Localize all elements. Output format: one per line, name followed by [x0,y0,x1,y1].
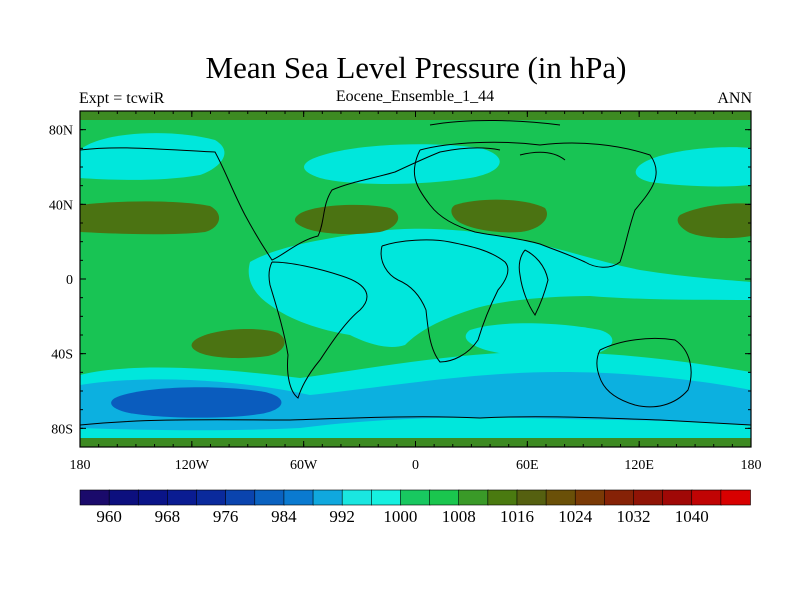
colorbar-box [574,489,606,506]
y-tick-label: 40N [49,198,73,213]
colorbar-box [254,489,285,506]
olive-west-pacific-high [677,203,751,239]
colorbar-box [371,489,402,506]
y-tick-label: 0 [66,273,73,288]
ensemble-label: Eocene_Ensemble_1_44 [335,88,495,105]
colorbar-box [545,489,577,506]
colorbar-box [108,489,140,506]
experiment-label: Expt = tcwiR [79,90,165,107]
colorbar-label: 1008 [442,507,476,526]
colorbar-label: 1040 [675,507,709,526]
x-tick-label: 60E [516,458,539,473]
colorbar-box [662,489,693,506]
olive-asia-high [451,199,548,233]
colorbar-label: 984 [271,507,297,526]
olive-south-pacific-high [191,328,285,359]
colorbar-box [137,489,169,506]
south-america-coast [268,261,368,399]
colorbar-label: 968 [155,507,181,526]
colorbar-box [312,489,343,506]
y-tick-label: 80N [49,124,73,139]
x-tick-label: 0 [412,458,419,473]
light-blue-band [80,372,751,431]
x-tick-label: 120W [175,458,210,473]
y-tick-label: 40S [51,348,73,363]
colorbar-box [516,489,547,506]
australia-coast [596,337,692,408]
coastlines [80,120,751,426]
colorbar-box [429,489,460,506]
x-tick-label: 180 [70,458,91,473]
cyan-north-atlantic-low [304,144,500,184]
colorbar-box [341,489,373,506]
colorbar-box [458,489,489,506]
x-tick-label: 120E [624,458,654,473]
antarctica-coast [80,416,751,426]
cyan-east-siberia-low [635,147,751,187]
x-tick-label: 60W [290,458,318,473]
y-axis: 80N 40N 0 40S 80S [49,124,751,437]
colorbar-label: 976 [213,507,239,526]
north-america-coast [80,147,501,261]
colorbar-box [633,489,664,506]
colorbar-box [196,489,227,506]
colorbar: 960 968 976 984 992 1000 1008 1016 1024 1032 1040 [79,489,751,526]
y-tick-label: 80S [51,422,73,437]
cyan-north-pacific-low [80,133,225,180]
x-tick-label: 180 [741,458,762,473]
colorbar-box [400,489,431,506]
colorbar-label: 960 [96,507,122,526]
colorbar-label: 1016 [500,507,534,526]
colorbar-box [604,489,635,506]
colorbar-box [79,489,110,506]
colorbar-label: 1032 [616,507,650,526]
olive-north-pacific-high [80,201,220,235]
arctic-islands [429,120,566,161]
colorbar-box [283,489,314,506]
africa-coast [380,239,509,363]
colorbar-label: 1000 [383,507,417,526]
map-title: Mean Sea Level Pressure (in hPa) [205,50,627,85]
eurasia-coast [413,141,657,268]
x-axis: 180 120W 60W 0 60E 120E 180 [70,111,762,473]
colorbar-box [225,489,256,506]
colorbar-label: 1024 [558,507,593,526]
colorbar-label: 992 [329,507,355,526]
deep-blue-low [111,387,282,418]
india-coast [518,249,549,316]
season-label: ANN [717,90,752,107]
colorbar-box [167,489,198,506]
colorbar-box [720,489,751,506]
cyan-indian-ocean-low [465,323,613,358]
colorbar-box [487,489,518,506]
colorbar-box [691,489,722,506]
